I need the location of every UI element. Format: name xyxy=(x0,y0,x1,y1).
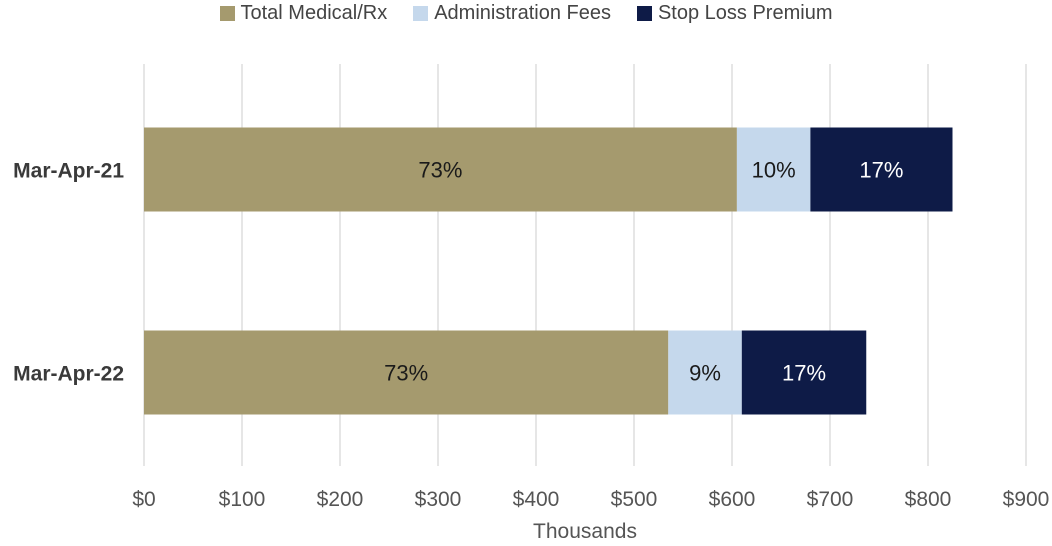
bar-segment xyxy=(741,330,867,415)
x-tick-label: $300 xyxy=(415,488,462,511)
x-tick-label: $900 xyxy=(1003,488,1050,511)
legend-item: Stop Loss Premium xyxy=(636,1,833,25)
legend-swatch xyxy=(219,5,235,21)
legend-swatch xyxy=(636,5,652,21)
bar-segment xyxy=(736,127,811,212)
x-tick-label: $100 xyxy=(219,488,266,511)
chart-legend: Total Medical/Rx Administration Fees Stop … xyxy=(0,0,1052,26)
legend-swatch xyxy=(413,5,429,21)
legend-item: Total Medical/Rx xyxy=(219,1,388,25)
bar-segment xyxy=(144,330,669,415)
data-label: 73% xyxy=(384,361,428,386)
bar-segment xyxy=(144,127,737,212)
x-tick-label: $500 xyxy=(611,488,658,511)
legend-label: Stop Loss Premium xyxy=(657,1,833,24)
x-axis-title: Thousands xyxy=(533,520,637,543)
legend-label: Total Medical/Rx xyxy=(240,1,388,24)
bar-segment xyxy=(668,330,742,415)
x-tick-label: $200 xyxy=(317,488,364,511)
x-tick-label: $800 xyxy=(905,488,952,511)
legend-item: Administration Fees xyxy=(413,2,611,25)
x-tick-label: $0 xyxy=(132,488,155,511)
x-tick-label: $400 xyxy=(513,488,560,511)
data-label: 9% xyxy=(689,361,721,386)
data-label: 73% xyxy=(418,158,462,183)
x-tick-label: $700 xyxy=(807,488,854,511)
data-label: 10% xyxy=(752,158,796,183)
data-label: 17% xyxy=(782,361,826,386)
x-tick-label: $600 xyxy=(709,488,756,511)
category-label: Mar-Apr-22 xyxy=(13,363,124,386)
legend-label: Administration Fees xyxy=(434,1,611,24)
category-label: Mar-Apr-21 xyxy=(13,160,124,183)
data-label: 17% xyxy=(859,158,903,183)
bar-segment xyxy=(810,127,953,212)
